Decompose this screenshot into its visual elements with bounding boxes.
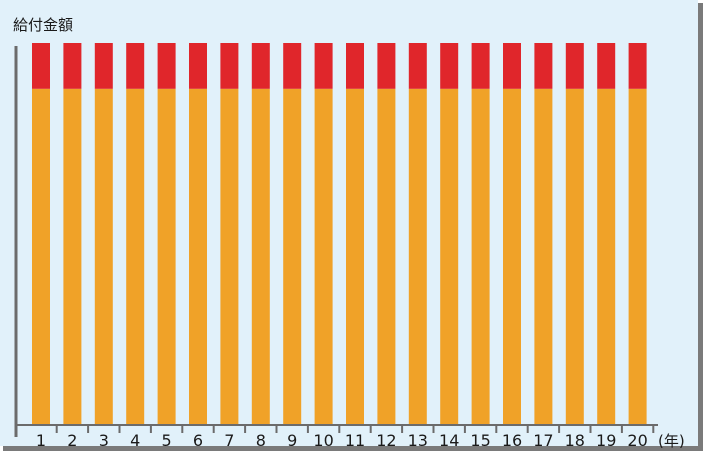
bar-segment-1-year-16	[503, 88, 521, 426]
bar-segment-2-year-17	[534, 43, 553, 89]
x-ticks-group	[55, 425, 655, 433]
x-tick-label-3: 3	[99, 431, 109, 450]
x-tick-label-7: 7	[224, 431, 234, 450]
x-tick-label-18: 18	[565, 431, 585, 450]
bar-segment-1-year-6	[189, 88, 207, 426]
bar-segment-1-year-7	[220, 88, 239, 426]
bar-segment-2-year-9	[283, 43, 302, 89]
bar-segment-2-year-19	[597, 43, 616, 89]
x-tick-labels-group: 1 2 3 4 5 6 7 8 9 10 11 12 13 14 15 16 17 18 19 20	[36, 431, 648, 450]
x-tick-label-11: 11	[345, 431, 365, 450]
bar-segment-2-year-12	[377, 43, 396, 89]
x-tick-label-16: 16	[502, 431, 522, 450]
bar-segment-1-year-13	[408, 88, 427, 426]
x-tick-label-8: 8	[256, 431, 266, 450]
bar-segment-2-year-2	[63, 43, 82, 89]
bar-segment-2-year-8	[251, 43, 270, 89]
bar-segment-1-year-12	[377, 88, 396, 426]
x-tick-label-9: 9	[287, 431, 297, 450]
bar-segment-1-year-2	[63, 88, 82, 426]
bar-segment-1-year-8	[251, 88, 270, 426]
x-tick-label-10: 10	[313, 431, 333, 450]
x-tick-label-14: 14	[439, 431, 459, 450]
bar-segment-2-year-15	[471, 43, 490, 89]
bar-segment-2-year-3	[94, 43, 113, 89]
bar-segment-2-year-6	[189, 43, 207, 89]
bar-segment-2-year-10	[314, 43, 333, 89]
bar-segment-1-year-14	[440, 88, 459, 426]
bar-segment-2-year-11	[346, 43, 364, 89]
x-tick-label-19: 19	[596, 431, 616, 450]
y-axis-label: 給付金額	[13, 16, 74, 34]
bar-segment-2-year-4	[126, 43, 145, 89]
bar-segment-2-year-16	[503, 43, 521, 89]
x-tick-label-1: 1	[36, 431, 46, 450]
x-tick-label-6: 6	[193, 431, 203, 450]
bar-segment-1-year-4	[126, 88, 145, 426]
x-tick-label-12: 12	[376, 431, 396, 450]
bars-group	[32, 43, 647, 426]
bar-segment-1-year-15	[471, 88, 490, 426]
bar-segment-2-year-13	[408, 43, 427, 89]
bar-segment-2-year-7	[220, 43, 239, 89]
x-tick-label-2: 2	[67, 431, 77, 450]
bar-segment-2-year-1	[32, 43, 50, 89]
bar-segment-1-year-5	[157, 88, 176, 426]
x-tick-label-17: 17	[533, 431, 553, 450]
bar-segment-2-year-20	[628, 43, 647, 89]
x-tick-label-4: 4	[130, 431, 140, 450]
bar-segment-1-year-9	[283, 88, 302, 426]
bar-segment-2-year-5	[157, 43, 176, 89]
bar-segment-1-year-3	[94, 88, 113, 426]
bar-segment-1-year-18	[565, 88, 584, 426]
bar-segment-1-year-1	[32, 88, 50, 426]
x-tick-label-20: 20	[627, 431, 647, 450]
bar-segment-1-year-20	[628, 88, 647, 426]
bar-segment-1-year-19	[597, 88, 616, 426]
x-tick-label-5: 5	[162, 431, 172, 450]
x-axis-unit-label: (年)	[658, 432, 685, 450]
bar-segment-1-year-10	[314, 88, 333, 426]
bar-segment-1-year-11	[346, 88, 364, 426]
bar-segment-2-year-18	[565, 43, 584, 89]
bar-segment-2-year-14	[440, 43, 459, 89]
x-tick-label-15: 15	[470, 431, 490, 450]
x-tick-label-13: 13	[408, 431, 428, 450]
bar-segment-1-year-17	[534, 88, 553, 426]
